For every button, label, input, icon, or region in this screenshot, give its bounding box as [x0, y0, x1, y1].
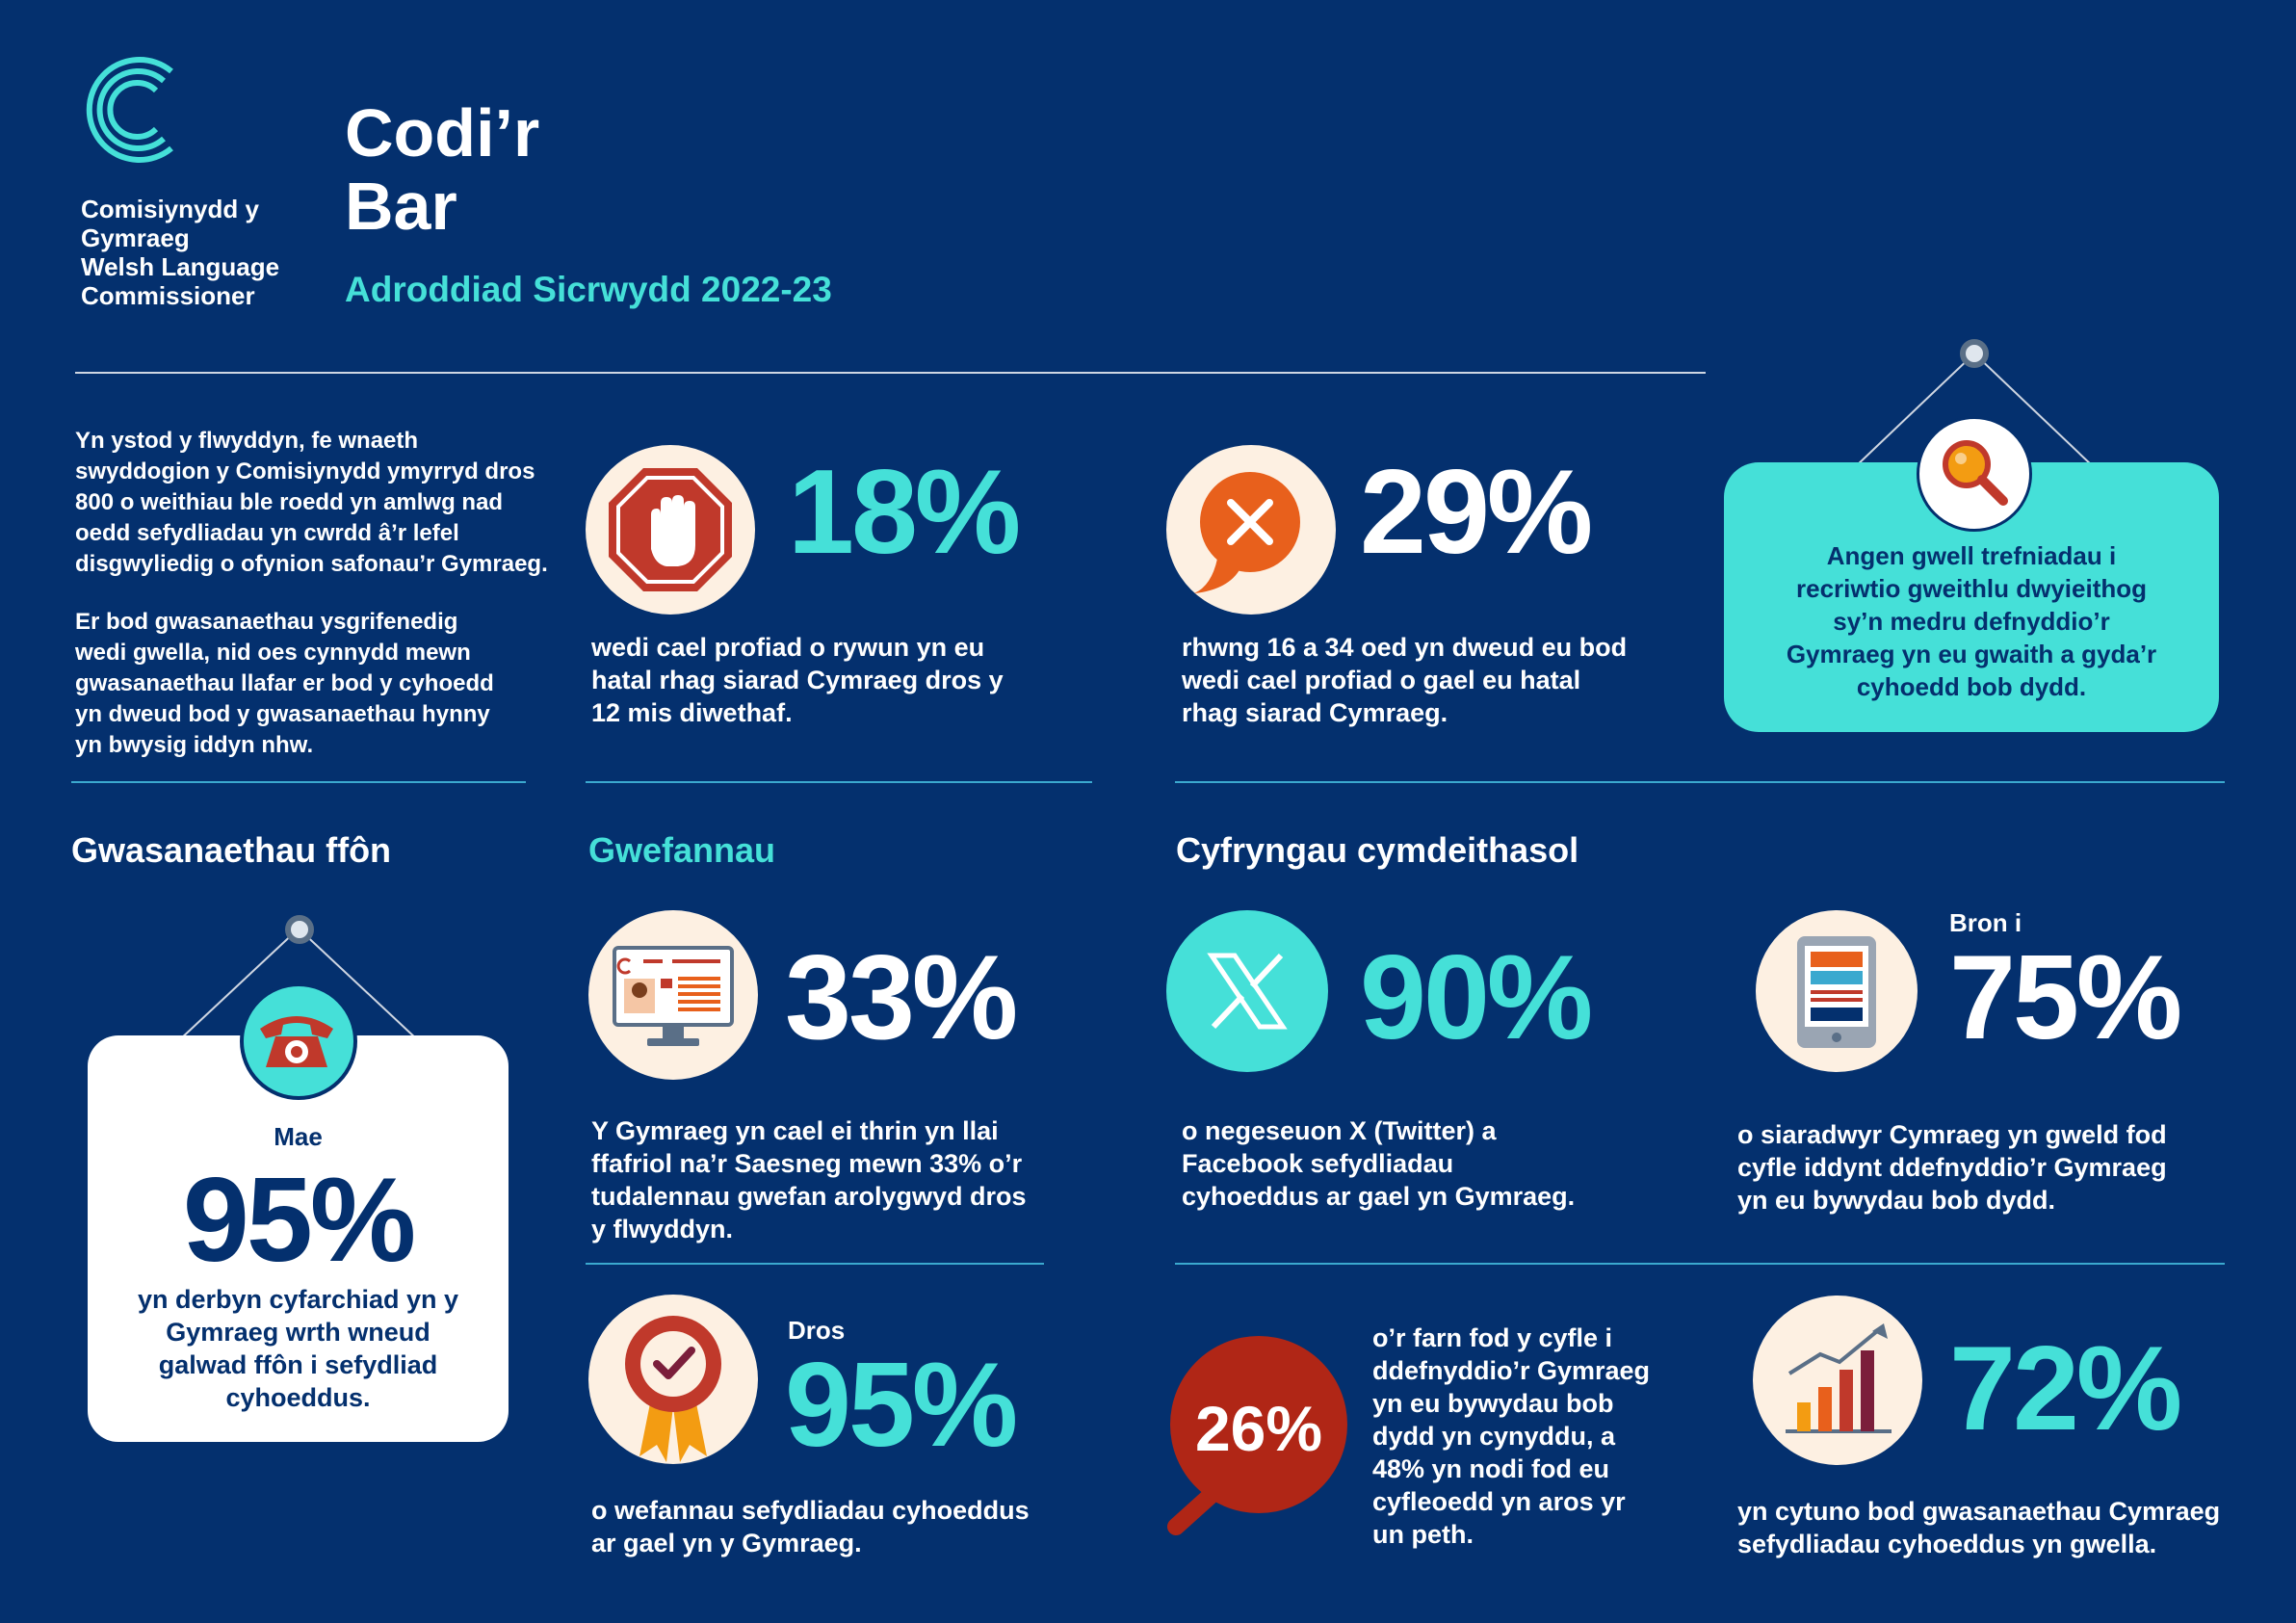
- social-stat-75-value: 75%: [1949, 931, 2182, 1064]
- x-logo-icon: [1207, 953, 1288, 1030]
- social-stat-75-prefix: Bron i: [1949, 908, 2022, 937]
- section-divider-1: [71, 781, 526, 783]
- section-divider-2: [586, 781, 1092, 783]
- stat-18-description: wedi cael profiad o rywun yn eu hatal rha…: [591, 633, 1004, 727]
- page-title: Codi’r Bar: [345, 95, 540, 244]
- header-divider: [75, 372, 1706, 374]
- phone-card-hanger: [178, 928, 419, 1041]
- phone-card: Mae 95% yn derbyn cyfarchiad yn y Gymraeg…: [88, 1035, 509, 1442]
- stat-29-value: 29%: [1360, 446, 1593, 579]
- phone-icon: [260, 1016, 333, 1067]
- web-page-icon: [613, 946, 734, 1046]
- phone-prefix: Mae: [274, 1122, 323, 1151]
- bar-chart-icon-bg: [1753, 1296, 1922, 1465]
- social-stat-72-value: 72%: [1949, 1322, 2182, 1455]
- intro-paragraph-2: Er bod gwasanaethau ysgrifenedig wedi gwe…: [75, 609, 494, 758]
- tablet-icon: [1797, 936, 1876, 1048]
- social-stat-90-description: o negeseuon X (Twitter) a Facebook sefydl…: [1182, 1116, 1576, 1211]
- x-logo-icon-bg: [1166, 910, 1328, 1072]
- intro-paragraph-1: Yn ystod y flwyddyn, fe wnaeth swyddogion…: [75, 428, 548, 577]
- page-subtitle: Adroddiad Sicrwydd 2022-23: [345, 270, 832, 309]
- social-stat-72-description: yn cytuno bod gwasanaethau Cymraeg sefydl…: [1737, 1497, 2221, 1558]
- social-stat-90-value: 90%: [1360, 931, 1593, 1064]
- stat-18-value: 18%: [788, 446, 1021, 579]
- callout-pin: [1960, 339, 1989, 368]
- callout-hanger: [1854, 353, 2095, 468]
- social-stat-75-description: o siaradwyr Cymraeg yn gweld fod cyfle id…: [1737, 1120, 2167, 1215]
- bar-chart-icon: [1786, 1323, 1892, 1433]
- magnifier-icon-bg: [1917, 416, 2032, 532]
- web-stat-33-value: 33%: [785, 931, 1018, 1064]
- web-divider: [586, 1263, 1044, 1265]
- stop-hand-icon: [609, 468, 732, 591]
- no-speech-icon: [1194, 472, 1300, 593]
- phone-icon-bg: [240, 982, 357, 1100]
- web-stat-95-value: 95%: [785, 1339, 1018, 1472]
- phone-stat-value: 95%: [182, 1154, 416, 1287]
- web-stat-33-description: Y Gymraeg yn cael ei thrin yn llai ffafri…: [591, 1116, 1027, 1243]
- web-stat-95-prefix: Dros: [788, 1316, 846, 1345]
- phone-card-pin: [285, 915, 314, 944]
- social-stat-26-description: o’r farn fod y cyfle i ddefnyddio’r Gymra…: [1372, 1323, 1651, 1549]
- phone-heading: Gwasanaethau ffôn: [71, 830, 392, 870]
- social-divider: [1175, 1263, 2225, 1265]
- rosette-check-icon: [625, 1316, 721, 1462]
- logo-text: Comisiynydd y Gymraeg Welsh Language Commis…: [81, 195, 280, 310]
- callout-text: Angen gwell trefniadau i recriwtio gweith…: [1786, 541, 2157, 701]
- phone-stat-description: yn derbyn cyfarchiad yn y Gymraeg wrth wn…: [137, 1285, 459, 1412]
- magnifier-icon: [1943, 440, 2008, 506]
- logo-c-icon: [86, 57, 173, 163]
- web-heading: Gwefannau: [588, 830, 776, 870]
- stat-29-description: rhwng 16 a 34 oed yn dweud eu bod wedi ca…: [1182, 633, 1628, 727]
- web-stat-95-description: o wefannau sefydliadau cyhoeddus ar gael …: [591, 1496, 1030, 1558]
- section-divider-3: [1175, 781, 2225, 783]
- speech-magnifier-icon: [1167, 1336, 1347, 1535]
- social-stat-26-value: 26%: [1194, 1393, 1323, 1464]
- social-heading: Cyfryngau cymdeithasol: [1176, 830, 1579, 870]
